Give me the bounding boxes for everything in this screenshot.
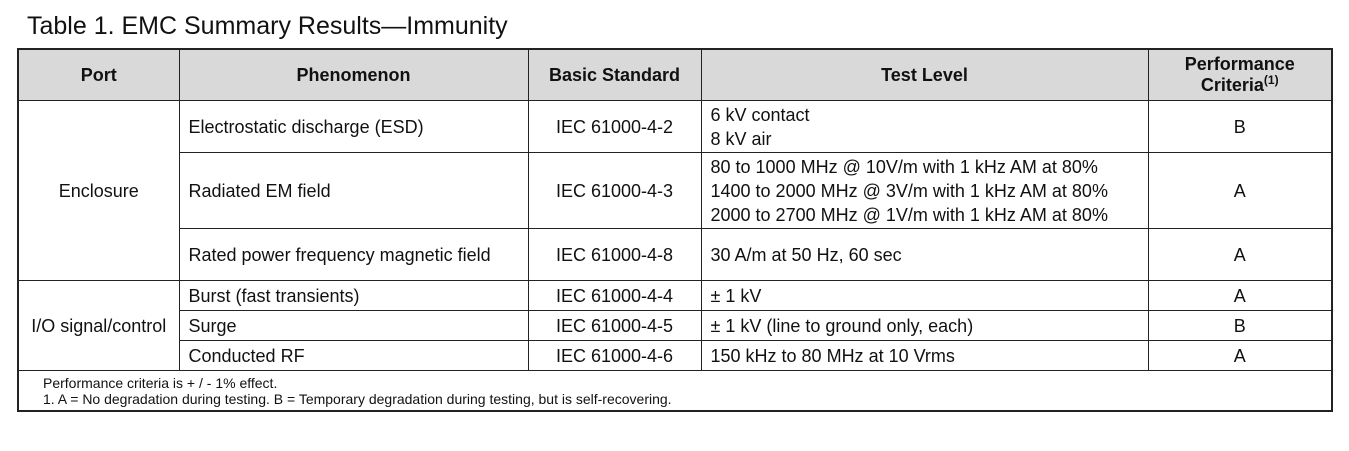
test-level-line: 8 kV air — [710, 128, 772, 149]
criteria-cell: A — [1147, 228, 1333, 281]
test-level-line: 30 A/m at 50 Hz, 60 sec — [710, 244, 902, 265]
test-level-line: ± 1 kV (line to ground only, each) — [710, 315, 974, 336]
criteria-cell: A — [1147, 280, 1333, 311]
header-text: Test Level — [881, 64, 968, 85]
column-header: Basic Standard — [527, 48, 702, 101]
header-text: Phenomenon — [296, 64, 411, 85]
test-level-cell: 150 kHz to 80 MHz at 10 Vrms — [700, 340, 1149, 371]
phenomenon-cell: Radiated EM field — [178, 152, 529, 229]
footnote-marker: (1) — [1263, 73, 1279, 87]
table-row: I/O signal/control Burst (fast transients… — [17, 280, 1333, 371]
table-row: Conducted RF IEC 61000-4-6 150 kHz to 80 M… — [18, 340, 1333, 371]
test-level-cell: 30 A/m at 50 Hz, 60 sec — [700, 228, 1149, 281]
header-text: Basic Standard — [548, 64, 681, 85]
test-level-cell: ± 1 kV — [700, 280, 1149, 311]
phenomenon-cell: Rated power frequency magnetic field — [178, 228, 529, 281]
test-level-line: 80 to 1000 MHz @ 10V/m with 1 kHz AM at … — [710, 156, 1098, 177]
standard-cell: IEC 61000-4-3 — [527, 152, 702, 229]
phenomenon-cell: Burst (fast transients) — [178, 280, 529, 311]
test-level-line: 2000 to 2700 MHz @ 1V/m with 1 kHz AM at… — [710, 204, 1108, 225]
standard-cell: IEC 61000-4-2 — [527, 100, 702, 153]
column-header: Test Level — [700, 48, 1149, 101]
test-level-line: 150 kHz to 80 MHz at 10 Vrms — [710, 345, 955, 366]
test-level-cell: 80 to 1000 MHz @ 10V/m with 1 kHz AM at … — [700, 152, 1149, 229]
header-text: Port — [80, 64, 117, 85]
standard-cell: IEC 61000-4-5 — [527, 310, 702, 341]
phenomenon-cell: Electrostatic discharge (ESD) — [178, 100, 529, 153]
column-header: Phenomenon — [178, 48, 529, 101]
table-title: Table 1. EMC Summary Results—Immunity — [27, 12, 508, 40]
header-text: Performance Criteria — [1184, 54, 1295, 95]
criteria-cell: A — [1147, 340, 1333, 371]
criteria-cell: B — [1147, 100, 1333, 153]
table-row: Surge IEC 61000-4-5 ± 1 kV (line to ground… — [18, 310, 1333, 341]
footnote-cell: Performance criteria is + / - 1% effect.… — [17, 370, 1333, 412]
column-header: Port — [17, 48, 180, 101]
criteria-cell: A — [1147, 152, 1333, 229]
standard-cell: IEC 61000-4-8 — [527, 228, 702, 281]
footnote: Performance criteria is + / - 1% effect. — [43, 375, 278, 391]
criteria-cell: B — [1147, 310, 1333, 341]
column-header: Performance Criteria(1) — [1147, 48, 1333, 101]
footnote-row: Performance criteria is + / - 1% effect.… — [17, 370, 1333, 412]
emc-table: Port Phenomenon Basic Standard Test Level Pe… — [17, 48, 1333, 412]
test-level-line: 1400 to 2000 MHz @ 3V/m with 1 kHz AM at… — [710, 180, 1108, 201]
footnote: 1. A = No degradation during testing. B … — [43, 391, 672, 407]
table-row: Rated power frequency magnetic field IEC … — [18, 228, 1333, 281]
test-level-line: ± 1 kV — [710, 285, 762, 306]
table-row: Radiated EM field IEC 61000-4-3 80 to 1000… — [18, 152, 1333, 229]
phenomenon-cell: Conducted RF — [178, 340, 529, 371]
table-row: Enclosure Electrostatic discharge (ESD) IE… — [17, 100, 1333, 281]
phenomenon-cell: Surge — [178, 310, 529, 341]
standard-cell: IEC 61000-4-4 — [527, 280, 702, 311]
port-cell: Enclosure — [17, 100, 180, 281]
test-level-cell: ± 1 kV (line to ground only, each) — [700, 310, 1149, 341]
test-level-line: 6 kV contact — [710, 104, 810, 125]
test-level-cell: 6 kV contact 8 kV air — [700, 100, 1149, 153]
port-cell: I/O signal/control — [17, 280, 180, 371]
table-body: Enclosure Electrostatic discharge (ESD) IE… — [17, 100, 1333, 412]
header-row: Port Phenomenon Basic Standard Test Level Pe… — [17, 48, 1333, 101]
standard-cell: IEC 61000-4-6 — [527, 340, 702, 371]
